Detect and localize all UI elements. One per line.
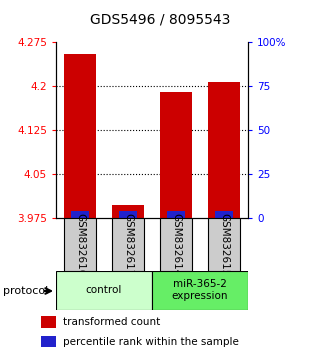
Bar: [167, 211, 185, 218]
Bar: [71, 211, 89, 218]
Text: GSM832615: GSM832615: [219, 213, 229, 276]
Text: GDS5496 / 8095543: GDS5496 / 8095543: [90, 12, 230, 27]
Bar: [208, 82, 240, 218]
Bar: [160, 92, 192, 218]
Bar: [64, 218, 96, 271]
Bar: [56, 271, 152, 310]
Bar: [152, 271, 248, 310]
Text: protocol: protocol: [3, 286, 48, 296]
Text: percentile rank within the sample: percentile rank within the sample: [63, 337, 239, 347]
Bar: [41, 316, 56, 328]
Bar: [112, 218, 144, 271]
Bar: [160, 218, 192, 271]
Bar: [215, 211, 233, 218]
Bar: [64, 54, 96, 218]
Bar: [112, 205, 144, 218]
Text: GSM832617: GSM832617: [123, 213, 133, 276]
Text: GSM832614: GSM832614: [171, 213, 181, 276]
Text: transformed count: transformed count: [63, 317, 160, 327]
Text: control: control: [86, 285, 122, 295]
Bar: [119, 211, 137, 218]
Text: GSM832616: GSM832616: [75, 213, 85, 276]
Bar: [41, 336, 56, 347]
Bar: [208, 218, 240, 271]
Text: miR-365-2
expression: miR-365-2 expression: [172, 279, 228, 301]
